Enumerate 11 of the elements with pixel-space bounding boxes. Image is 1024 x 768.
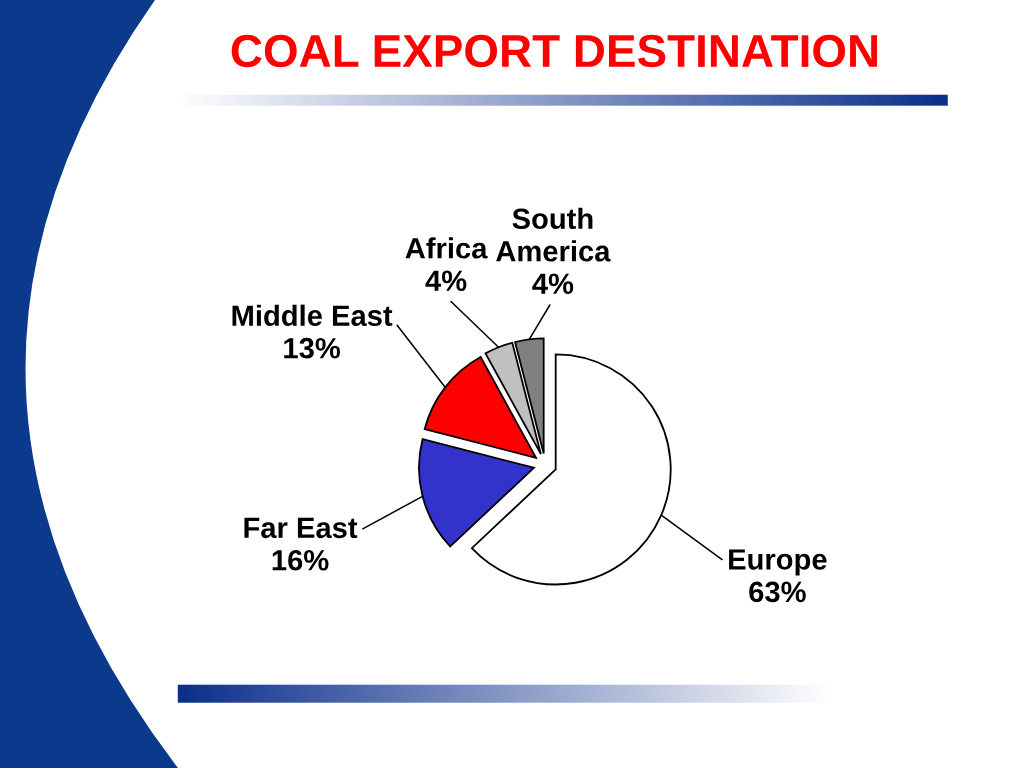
slice-label: Middle East	[232, 304, 393, 327]
slice-label: Africa	[405, 237, 488, 259]
chart-title: COAL EXPORT DESTINATION	[231, 34, 878, 68]
slice-label: Europe	[729, 549, 827, 576]
data-label: 4%	[532, 273, 574, 295]
slice-label: South America	[496, 207, 611, 262]
data-label: 13%	[284, 337, 341, 359]
data-label: 4%	[425, 270, 467, 292]
data-label: 63%	[749, 581, 806, 603]
slice-label: Far East	[244, 517, 358, 539]
data-label: 16%	[272, 549, 329, 571]
